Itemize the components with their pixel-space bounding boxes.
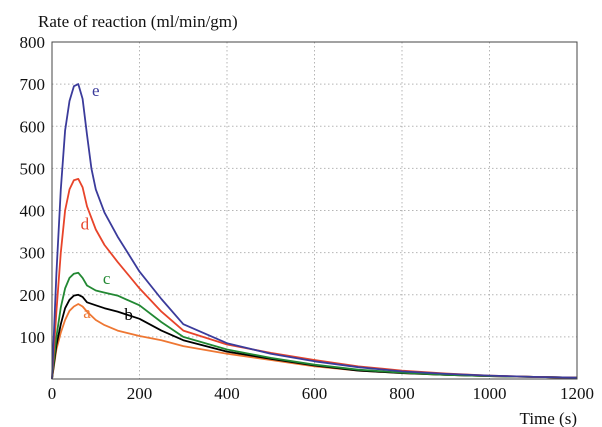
grid	[52, 42, 577, 379]
y-tick-label: 700	[20, 75, 46, 94]
series-line-c	[51, 271, 578, 380]
x-tick-label: 800	[389, 384, 415, 403]
x-tick-label: 1200	[560, 384, 594, 403]
y-tick-label: 400	[20, 202, 46, 221]
x-tick-label: 600	[302, 384, 328, 403]
series-lines	[51, 83, 578, 380]
y-tick-label: 300	[20, 244, 46, 263]
plot-frame	[51, 41, 578, 380]
x-tick-label: 400	[214, 384, 240, 403]
series-label-c: c	[103, 269, 111, 288]
y-tick-label: 200	[20, 286, 46, 305]
axes: 0 200 400 600 800 1000 1200 100 200 300 400 500 600 7…	[20, 33, 595, 403]
x-axis-title: Time (s)	[520, 409, 577, 427]
y-tick-label: 100	[20, 328, 46, 347]
series-label-b: b	[124, 305, 133, 324]
series-labels: e d cb a	[81, 81, 133, 324]
y-tick-label: 800	[20, 33, 46, 52]
series-label-e: e	[92, 81, 100, 100]
y-tick-label: 600	[20, 117, 46, 136]
x-tick-label: 1000	[473, 384, 507, 403]
x-tick-label: 200	[127, 384, 153, 403]
y-tick-label: 500	[20, 159, 46, 178]
y-axis-title: Rate of reaction (ml/min/gm)	[38, 12, 238, 31]
series-label-a: a	[83, 303, 91, 322]
series-line-e	[51, 83, 578, 380]
series-label-d: d	[81, 214, 90, 233]
x-tick-label: 0	[48, 384, 57, 403]
